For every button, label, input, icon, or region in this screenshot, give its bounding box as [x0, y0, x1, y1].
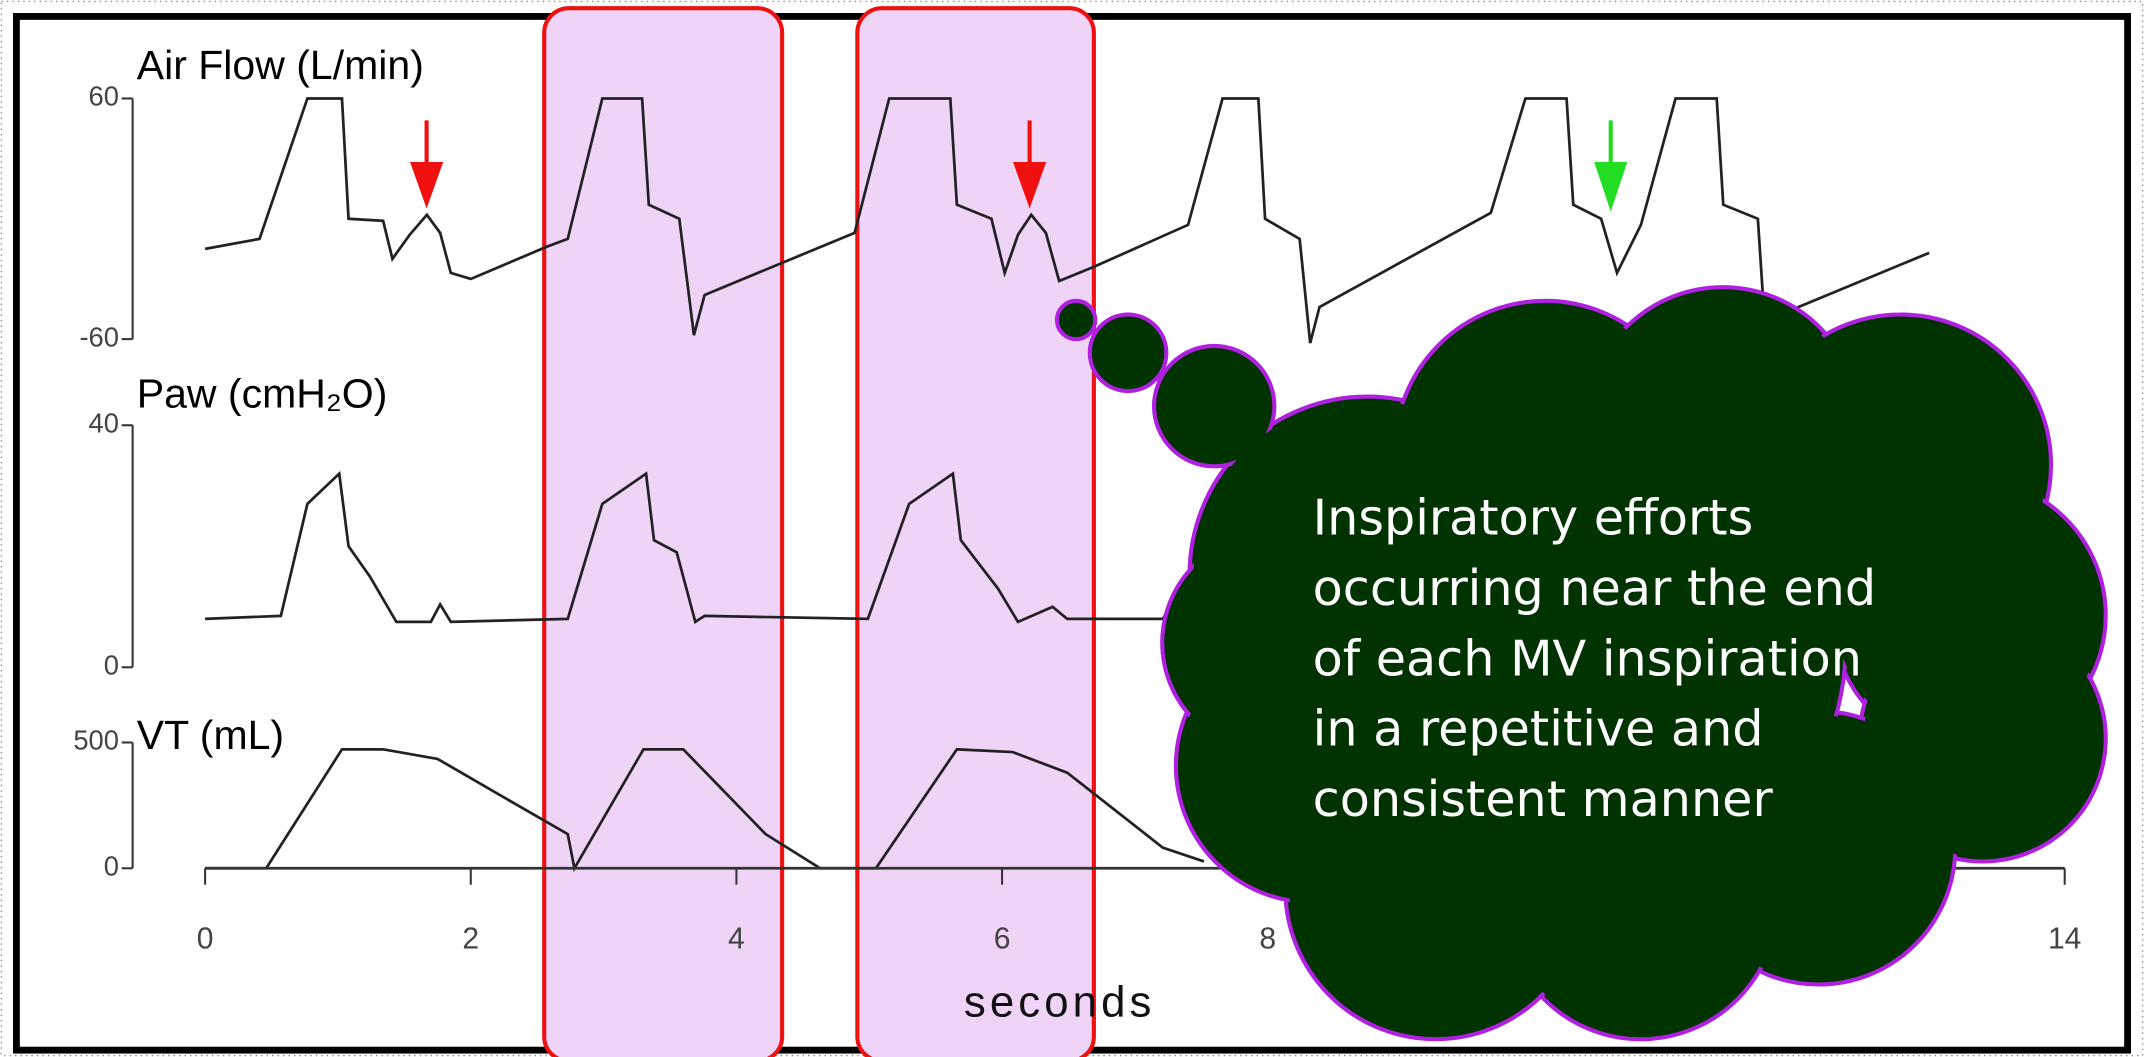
y-tick-label: -60: [79, 321, 119, 352]
callout-line: Inspiratory efforts: [1313, 488, 1754, 546]
y-tick-label: 500: [73, 725, 119, 756]
panel-title: VT (mL): [137, 712, 284, 758]
x-axis-label: seconds: [964, 978, 1156, 1027]
waveform: [205, 747, 1205, 873]
panel-title: Paw (cmH₂O): [137, 370, 388, 416]
x-tick-label: 2: [462, 923, 479, 956]
x-tick-label: 14: [2048, 923, 2081, 956]
waveform: [204, 97, 1930, 344]
cloud-lobe: [1087, 312, 1169, 394]
x-tick-label: 6: [994, 923, 1011, 956]
cloud-fill: [1303, 373, 1842, 913]
thought-cloud: [1054, 285, 2108, 1042]
callout-line: of each MV inspiration: [1313, 629, 1862, 687]
callout-line: consistent manner: [1313, 770, 1774, 828]
y-tick-label: 60: [89, 81, 119, 112]
x-tick-label: 0: [197, 923, 214, 956]
panel-title: Air Flow (L/min): [137, 42, 424, 88]
highlight-box: [855, 6, 1096, 1057]
callout-line: in a repetitive and: [1313, 700, 1764, 758]
red-arrow: [410, 120, 444, 209]
cloud-lobe: [1054, 298, 1098, 342]
cloud-lobe: [1151, 343, 1277, 469]
green-arrow: [1594, 120, 1628, 212]
y-tick-label: 0: [104, 650, 119, 681]
y-tick-label: 40: [89, 407, 119, 438]
highlight-box: [542, 6, 785, 1057]
red-arrow: [1013, 120, 1047, 209]
y-tick-label: 0: [104, 851, 119, 882]
x-tick-label: 8: [1259, 923, 1276, 956]
x-tick-label: 4: [728, 923, 745, 956]
waveform: [205, 470, 1232, 625]
arrows: [410, 120, 1628, 212]
callout-text: Inspiratory efforts occurring near the en…: [1313, 488, 1876, 828]
callout-line: occurring near the end: [1313, 559, 1876, 617]
